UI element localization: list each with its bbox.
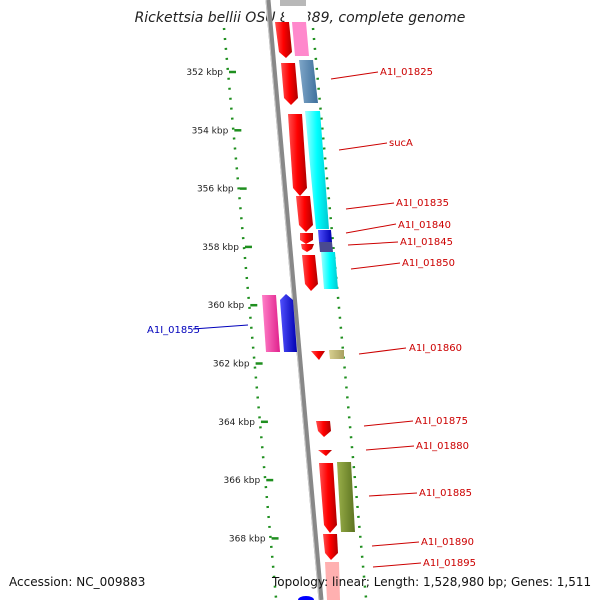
gene-top-red bbox=[275, 22, 292, 58]
leader-a1i01835 bbox=[345, 202, 395, 210]
gene-top-pink bbox=[292, 22, 309, 56]
gene-a1i01860-khaki bbox=[329, 350, 344, 359]
gene-a1i01840 bbox=[318, 230, 332, 242]
leader-a1i01890 bbox=[371, 541, 420, 547]
gene-label[interactable]: A1I_01845 bbox=[400, 237, 453, 248]
gene-a1i01860-red bbox=[311, 351, 325, 360]
ruler-tick-label: 358 kbp bbox=[202, 243, 239, 253]
ruler-tick-label: 368 kbp bbox=[229, 534, 266, 544]
gene-a1i01890 bbox=[323, 534, 338, 560]
leader-a1i01845 bbox=[347, 241, 399, 246]
gene-a1i01850-cyan bbox=[321, 252, 338, 289]
gene-a1i01875 bbox=[316, 421, 331, 437]
ruler-tick-label: 360 kbp bbox=[208, 301, 245, 311]
gene-suca-cyan bbox=[305, 111, 329, 229]
gene-suca-red bbox=[288, 114, 307, 196]
gene-a1i01850-red bbox=[302, 255, 318, 291]
leader-a1i01885 bbox=[368, 492, 418, 497]
gene-a1i01845 bbox=[319, 242, 333, 252]
gene-label[interactable]: A1I_01825 bbox=[380, 67, 433, 78]
gene-label[interactable]: A1I_01895 bbox=[423, 558, 476, 569]
leader-a1i01855 bbox=[192, 324, 249, 330]
gene-top-gray bbox=[280, 0, 306, 6]
ruler-tick-label: 366 kbp bbox=[224, 476, 261, 486]
gene-label[interactable]: A1I_01880 bbox=[416, 441, 469, 452]
gene-a1i01895 bbox=[325, 562, 340, 600]
gene-a1i01885-red bbox=[319, 463, 337, 533]
gene-label[interactable]: A1I_01835 bbox=[396, 198, 449, 209]
gene-label[interactable]: sucA bbox=[389, 138, 413, 149]
gene-a1i01825-red bbox=[281, 63, 298, 105]
leader-a1i01895 bbox=[372, 562, 422, 568]
leader-a1i01860 bbox=[358, 347, 407, 355]
gene-label[interactable]: A1I_01875 bbox=[415, 416, 468, 427]
leader-a1i01840 bbox=[345, 223, 397, 234]
gene-a1i01840-red bbox=[300, 233, 313, 244]
gene-label[interactable]: A1I_01885 bbox=[419, 488, 472, 499]
gene-a1i01885-olive bbox=[337, 462, 355, 532]
leader-a1i01825 bbox=[330, 71, 379, 80]
ruler-tick-label: 364 kbp bbox=[218, 418, 255, 428]
leader-suca bbox=[338, 142, 388, 151]
gene-label[interactable]: A1I_01890 bbox=[421, 537, 474, 548]
accession-text: Accession: NC_009883 bbox=[9, 575, 146, 589]
gene-label[interactable]: A1I_01855 bbox=[147, 325, 200, 336]
leader-a1i01880 bbox=[365, 445, 415, 451]
ruler-tick-label: 352 kbp bbox=[186, 68, 223, 78]
gene-a1i01855-blue bbox=[280, 294, 297, 352]
leader-a1i01850 bbox=[350, 262, 401, 270]
ruler-tick-label: 354 kbp bbox=[192, 126, 229, 136]
gene-a1i01845-red bbox=[301, 244, 314, 252]
gene-label[interactable]: A1I_01840 bbox=[398, 220, 451, 231]
gene-bottom-blue bbox=[298, 596, 314, 600]
genome-summary-text: Topology: linear; Length: 1,528,980 bp; … bbox=[272, 575, 592, 589]
gene-a1i01825-steel bbox=[299, 60, 318, 103]
gene-label[interactable]: A1I_01850 bbox=[402, 258, 455, 269]
ruler-tick-label: 362 kbp bbox=[213, 360, 250, 370]
leader-a1i01875 bbox=[363, 420, 414, 427]
gene-label[interactable]: A1I_01860 bbox=[409, 343, 462, 354]
gene-a1i01835 bbox=[296, 196, 313, 232]
gene-a1i01855-pink bbox=[262, 295, 280, 352]
backbone bbox=[265, 0, 324, 600]
ruler-tick-label: 356 kbp bbox=[197, 185, 234, 195]
gene-a1i01880 bbox=[318, 450, 332, 456]
